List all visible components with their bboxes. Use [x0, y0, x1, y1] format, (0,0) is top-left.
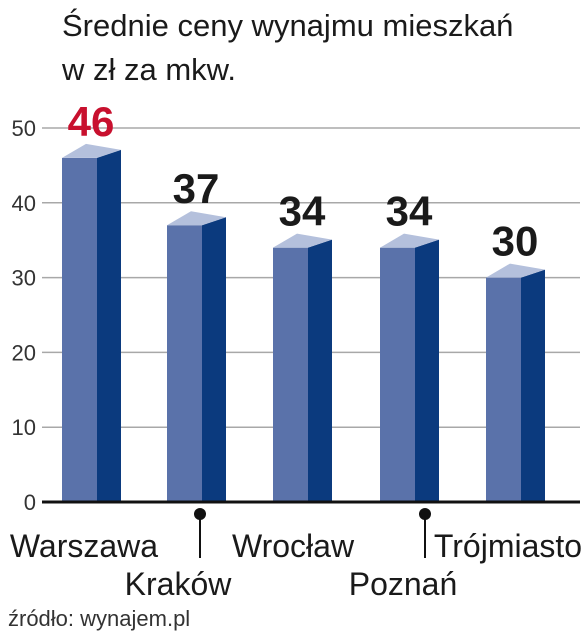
source-note: źródło: wynajem.pl	[8, 606, 191, 631]
bar-2	[167, 211, 226, 503]
category-label-1: Warszawa	[10, 528, 158, 564]
bar-5	[486, 263, 545, 502]
bar-top	[486, 263, 545, 278]
chart-title-line-2: w zł za mkw.	[62, 52, 236, 87]
bar-3	[273, 233, 332, 502]
leader-dot-2	[194, 508, 206, 520]
bar-top	[167, 211, 226, 226]
category-label-5: Trójmiasto	[434, 528, 582, 564]
bar-side	[97, 149, 121, 503]
value-label-4: 34	[386, 188, 433, 235]
bar-front	[486, 277, 521, 502]
leader-dot-4	[419, 508, 431, 520]
value-label-3: 34	[279, 188, 326, 235]
category-label-3: Wrocław	[232, 528, 355, 564]
value-label-1: 46	[68, 98, 115, 145]
category-label-2: Kraków	[125, 566, 233, 602]
y-tick-label-50: 50	[12, 116, 36, 141]
bar-side	[521, 269, 545, 502]
bar-front	[62, 157, 97, 503]
y-tick-label-20: 20	[12, 340, 36, 365]
bar-top	[273, 233, 332, 248]
y-tick-label-10: 10	[12, 415, 36, 440]
y-tick-label-40: 40	[12, 191, 36, 216]
value-label-5: 30	[492, 218, 539, 265]
bar-front	[380, 247, 415, 502]
bar-side	[202, 217, 226, 503]
bar-side	[308, 239, 332, 502]
y-tick-label-0: 0	[24, 490, 36, 515]
bar-front	[167, 225, 202, 503]
chart-title: Średnie ceny wynajmu mieszkań w zł za mk…	[62, 4, 572, 92]
chart-title-line-1: Średnie ceny wynajmu mieszkań	[62, 8, 514, 43]
bar-4	[380, 233, 439, 502]
category-label-4: Poznań	[349, 566, 458, 602]
bar-top	[380, 233, 439, 248]
bar-front	[273, 247, 308, 502]
value-label-2: 37	[173, 165, 220, 212]
y-tick-label-30: 30	[12, 266, 36, 291]
bar-1	[62, 143, 121, 503]
bar-top	[62, 143, 121, 158]
bar-side	[415, 239, 439, 502]
